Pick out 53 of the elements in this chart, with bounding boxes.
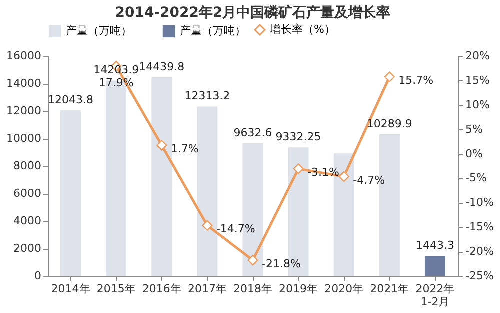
data-label: -4.7% [353,174,386,187]
legend-label: 产量（万吨） [180,24,246,38]
y2-tick-label: 15% [466,74,490,87]
y2-tick-label: -20% [466,245,494,258]
chart-title: 2014-2022年2月中国磷矿石产量及增长率 [115,4,391,21]
x-tick-label: 2021年 [370,282,410,296]
data-label: 9632.6 [234,126,272,140]
y2-tick-label: 10% [466,98,490,112]
legend-label: 产量（万吨） [66,24,132,38]
bar [197,106,218,276]
x-tick-label: 2018年 [234,282,272,296]
y2-tick-label: 20% [466,50,490,62]
legend-label: 增长率（%） [269,23,336,36]
point [293,164,304,174]
data-label: 9332.25 [276,130,322,144]
data-label: -14.7% [216,222,256,236]
y2-tick-label: -5% [466,172,487,185]
y-tick-label: 0 [34,270,42,282]
x-tick-label: 2015年 [96,282,136,296]
x-tick-label: 2022年1-2月 [416,282,455,308]
data-label: 1443.3 [416,239,454,252]
y2-tick-label: -10% [466,196,494,210]
x-tick-label: 2017年 [188,282,227,296]
y2-tick-label: 0% [466,147,483,160]
data-label: 14439.8 [139,60,185,74]
y-tick-label: 10000 [6,132,42,145]
point [338,171,350,182]
y-tick-label: 16000 [6,50,42,62]
y-tick-label: 8000 [14,160,42,172]
y2-tick-label: -15% [466,220,494,234]
data-label: 12043.8 [48,93,94,106]
data-label: 15.7% [398,74,434,88]
x-tick-label: 2019年 [279,282,318,296]
data-label: 1.7% [170,142,199,156]
bar [424,256,446,276]
point [202,220,213,231]
x-tick-label: 2014年 [51,282,90,296]
y2-tick-label: -25% [466,270,494,282]
y-tick-label: 6000 [14,187,42,200]
x-tick-label: 2020年 [324,282,364,296]
data-label: -21.8% [262,257,301,270]
data-label: 12313.2 [184,90,230,103]
y-tick-label: 2000 [14,242,42,255]
bar [152,77,172,276]
y-tick-label: 4000 [14,214,42,228]
point [156,140,168,151]
y-tick-label: 12000 [6,104,42,118]
point [248,255,258,266]
y-tick-label: 14000 [6,77,42,90]
y2-tick-label: 5% [466,122,483,136]
point [384,72,396,82]
bar [60,110,82,276]
x-tick-label: 2016年 [142,282,182,296]
